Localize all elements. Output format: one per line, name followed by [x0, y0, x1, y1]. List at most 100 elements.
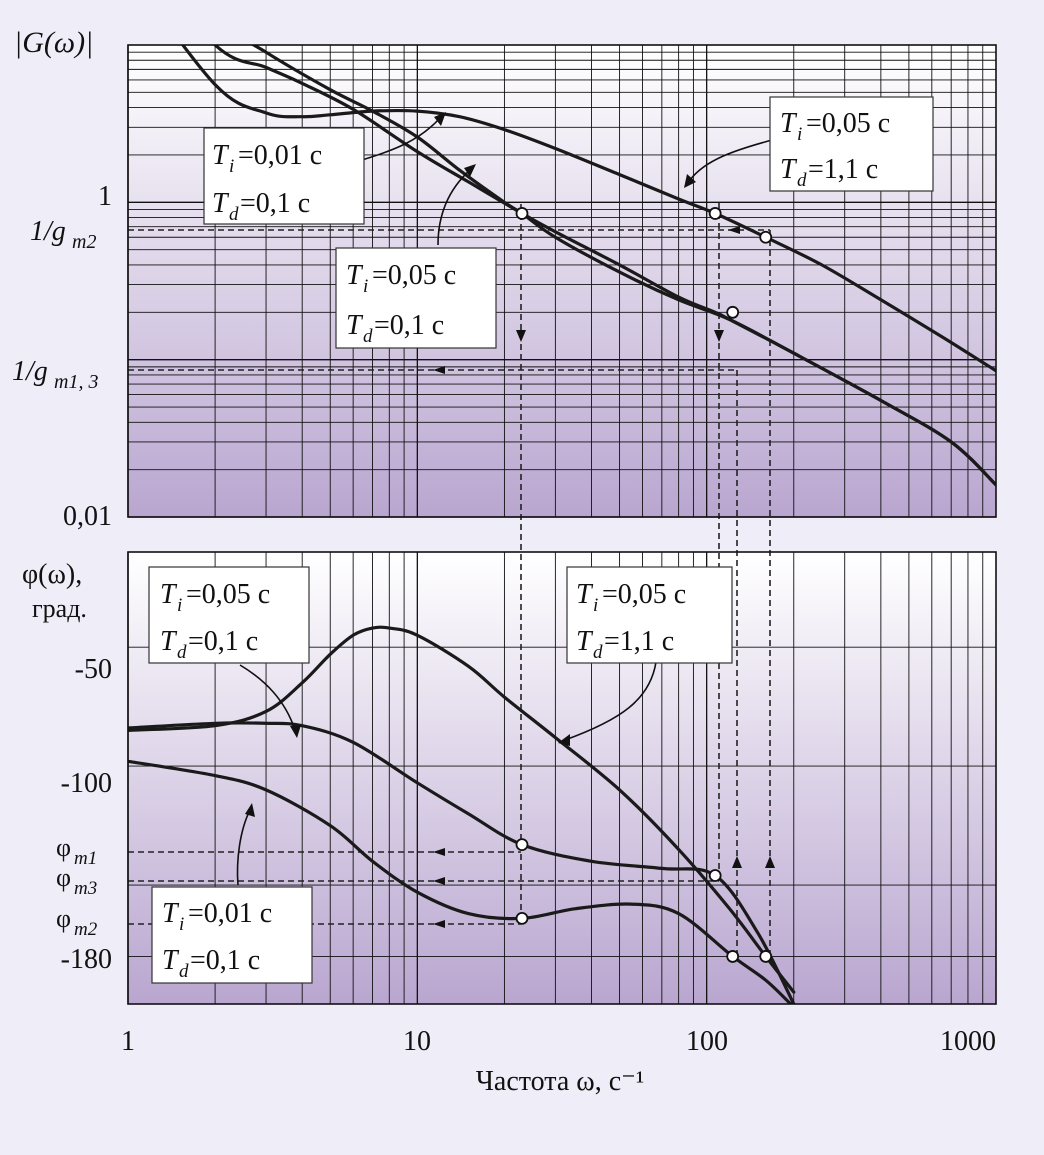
label-ph-c-line1-t: T [162, 898, 180, 929]
label-ph-b-line1-s: i [593, 595, 598, 616]
label-box-mag-b: T i =0,01 c T d =0,1 c [203, 127, 365, 225]
arrow-left-phim2 [433, 920, 445, 928]
ph-ytick-180: -180 [61, 944, 112, 975]
phase-marker [759, 950, 773, 963]
phase-marker [726, 950, 740, 963]
leader-arrow-ph-c [245, 803, 255, 817]
arrow-down-w107 [714, 330, 724, 342]
magnitude-frame [127, 44, 997, 518]
leader-mag-c [437, 169, 471, 246]
arrow-left-phim1 [433, 848, 445, 856]
ph-ytick-50: -50 [75, 654, 112, 685]
phase-marker [515, 838, 529, 852]
label-mag-c-line1-v: =0,05 c [372, 260, 456, 291]
ref-label-phim2-sub: m2 [74, 919, 98, 940]
ref-label-gm2-main: 1/g [30, 216, 66, 247]
leader-mag-b [361, 117, 441, 161]
leader-arrow-ph-b [558, 734, 570, 746]
magnitude-marker [515, 207, 529, 220]
intersection-markers [515, 207, 773, 963]
xtick-1: 1 [121, 1026, 135, 1057]
label-mag-b-line1-s: i [229, 156, 234, 177]
arrow-up-w123 [732, 856, 742, 868]
label-box-ph-b: T i =0,05 c T d =1,1 c [566, 566, 733, 664]
label-ph-b-line1-t: T [576, 579, 594, 610]
label-ph-b-line2-v: =1,1 c [604, 626, 674, 657]
label-mag-a-line1-s: i [797, 124, 802, 145]
phase-axis-title-line2: град. [32, 594, 87, 623]
phase-marker [515, 911, 529, 925]
magnitude-axis-title: |G(ω)| [14, 26, 93, 59]
magnitude-series-1 [180, 45, 996, 373]
leader-ph-c [236, 809, 251, 886]
magnitude-marker [726, 305, 740, 319]
phase-axis-title-line1: φ(ω), [22, 559, 82, 590]
ref-label-gm13-main: 1/g [12, 356, 48, 387]
label-mag-c-line1-t: T [346, 260, 364, 291]
label-box-mag-c: T i =0,05 c T d =0,1 c [335, 247, 497, 349]
label-mag-a-line2-t: T [780, 154, 798, 185]
label-box-ph-c: T i =0,01 c T d =0,1 c [151, 886, 313, 984]
leader-ph-a [239, 664, 296, 731]
mag-ytick-0-01: 0,01 [63, 501, 112, 532]
phase-series-3 [128, 759, 793, 1004]
label-mag-a-line1-v: =0,05 c [806, 108, 890, 139]
label-box-ph-a: T i =0,05 c T d =0,1 c [148, 566, 310, 664]
label-leaders [236, 117, 773, 886]
ref-label-gm2-sub: m2 [72, 231, 96, 253]
label-ph-b-line2-s: d [593, 642, 603, 663]
label-ph-b-line2-t: T [576, 626, 594, 657]
label-ph-c-line2-v: =0,1 c [190, 945, 260, 976]
label-mag-c-line1-s: i [363, 276, 368, 297]
label-ph-a-line1-t: T [160, 579, 178, 610]
leader-arrowheads [245, 112, 696, 817]
arrow-up-w160 [765, 856, 775, 868]
label-mag-a-line2-s: d [797, 170, 807, 191]
phase-series-1 [128, 625, 796, 994]
arrow-left-phim3 [433, 877, 445, 885]
label-box-mag-a: T i =0,05 c T d =1,1 c [769, 96, 934, 192]
label-ph-a-line2-s: d [177, 642, 187, 663]
x-axis-title: Частота ω, с⁻¹ [476, 1066, 645, 1097]
label-ph-c-line1-v: =0,01 c [188, 898, 272, 929]
label-ph-a-line1-s: i [177, 595, 182, 616]
ref-label-phim1-sub: m1 [74, 848, 97, 869]
arrow-down-w23 [516, 330, 526, 342]
leader-arrow-mag-c [464, 164, 476, 177]
dash-arrows [433, 226, 775, 928]
mag-ytick-1: 1 [98, 181, 112, 212]
label-mag-c-line2-t: T [346, 310, 364, 341]
label-mag-b-line2-v: =0,1 c [240, 188, 310, 219]
phase-marker [708, 869, 722, 882]
xtick-100: 100 [686, 1026, 728, 1057]
label-ph-c-line2-t: T [162, 945, 180, 976]
magnitude-marker [759, 230, 773, 244]
leader-ph-b [564, 661, 657, 741]
label-mag-b-line1-t: T [212, 140, 230, 171]
ref-label-phim1-main: φ [56, 833, 71, 862]
ref-label-phim3-main: φ [56, 863, 71, 892]
label-mag-b-line2-t: T [212, 188, 230, 219]
magnitude-series-3 [212, 45, 996, 487]
label-ph-a-line2-v: =0,1 c [188, 626, 258, 657]
ref-label-gm13-sub: m1, 3 [54, 371, 98, 393]
label-ph-c-line1-s: i [179, 914, 184, 935]
leader-arrow-mag-a [684, 174, 696, 188]
ph-ytick-100: -100 [61, 768, 112, 799]
ref-label-phim2-main: φ [56, 904, 71, 933]
arrow-left-gm13 [433, 366, 445, 374]
xtick-10: 10 [403, 1026, 431, 1057]
xtick-1000: 1000 [940, 1026, 996, 1057]
leader-mag-a [689, 139, 773, 181]
phase-frame [127, 551, 997, 1005]
label-ph-a-line1-v: =0,05 c [186, 579, 270, 610]
label-ph-b-line1-v: =0,05 c [602, 579, 686, 610]
label-mag-a-line2-v: =1,1 c [808, 154, 878, 185]
magnitude-marker [708, 207, 722, 220]
label-mag-b-line1-v: =0,01 c [238, 140, 322, 171]
label-ph-c-line2-s: d [179, 961, 189, 982]
ref-label-phim3-sub: m3 [74, 878, 97, 899]
label-mag-b-line2-s: d [229, 204, 239, 225]
leader-arrow-mag-b [434, 112, 446, 126]
